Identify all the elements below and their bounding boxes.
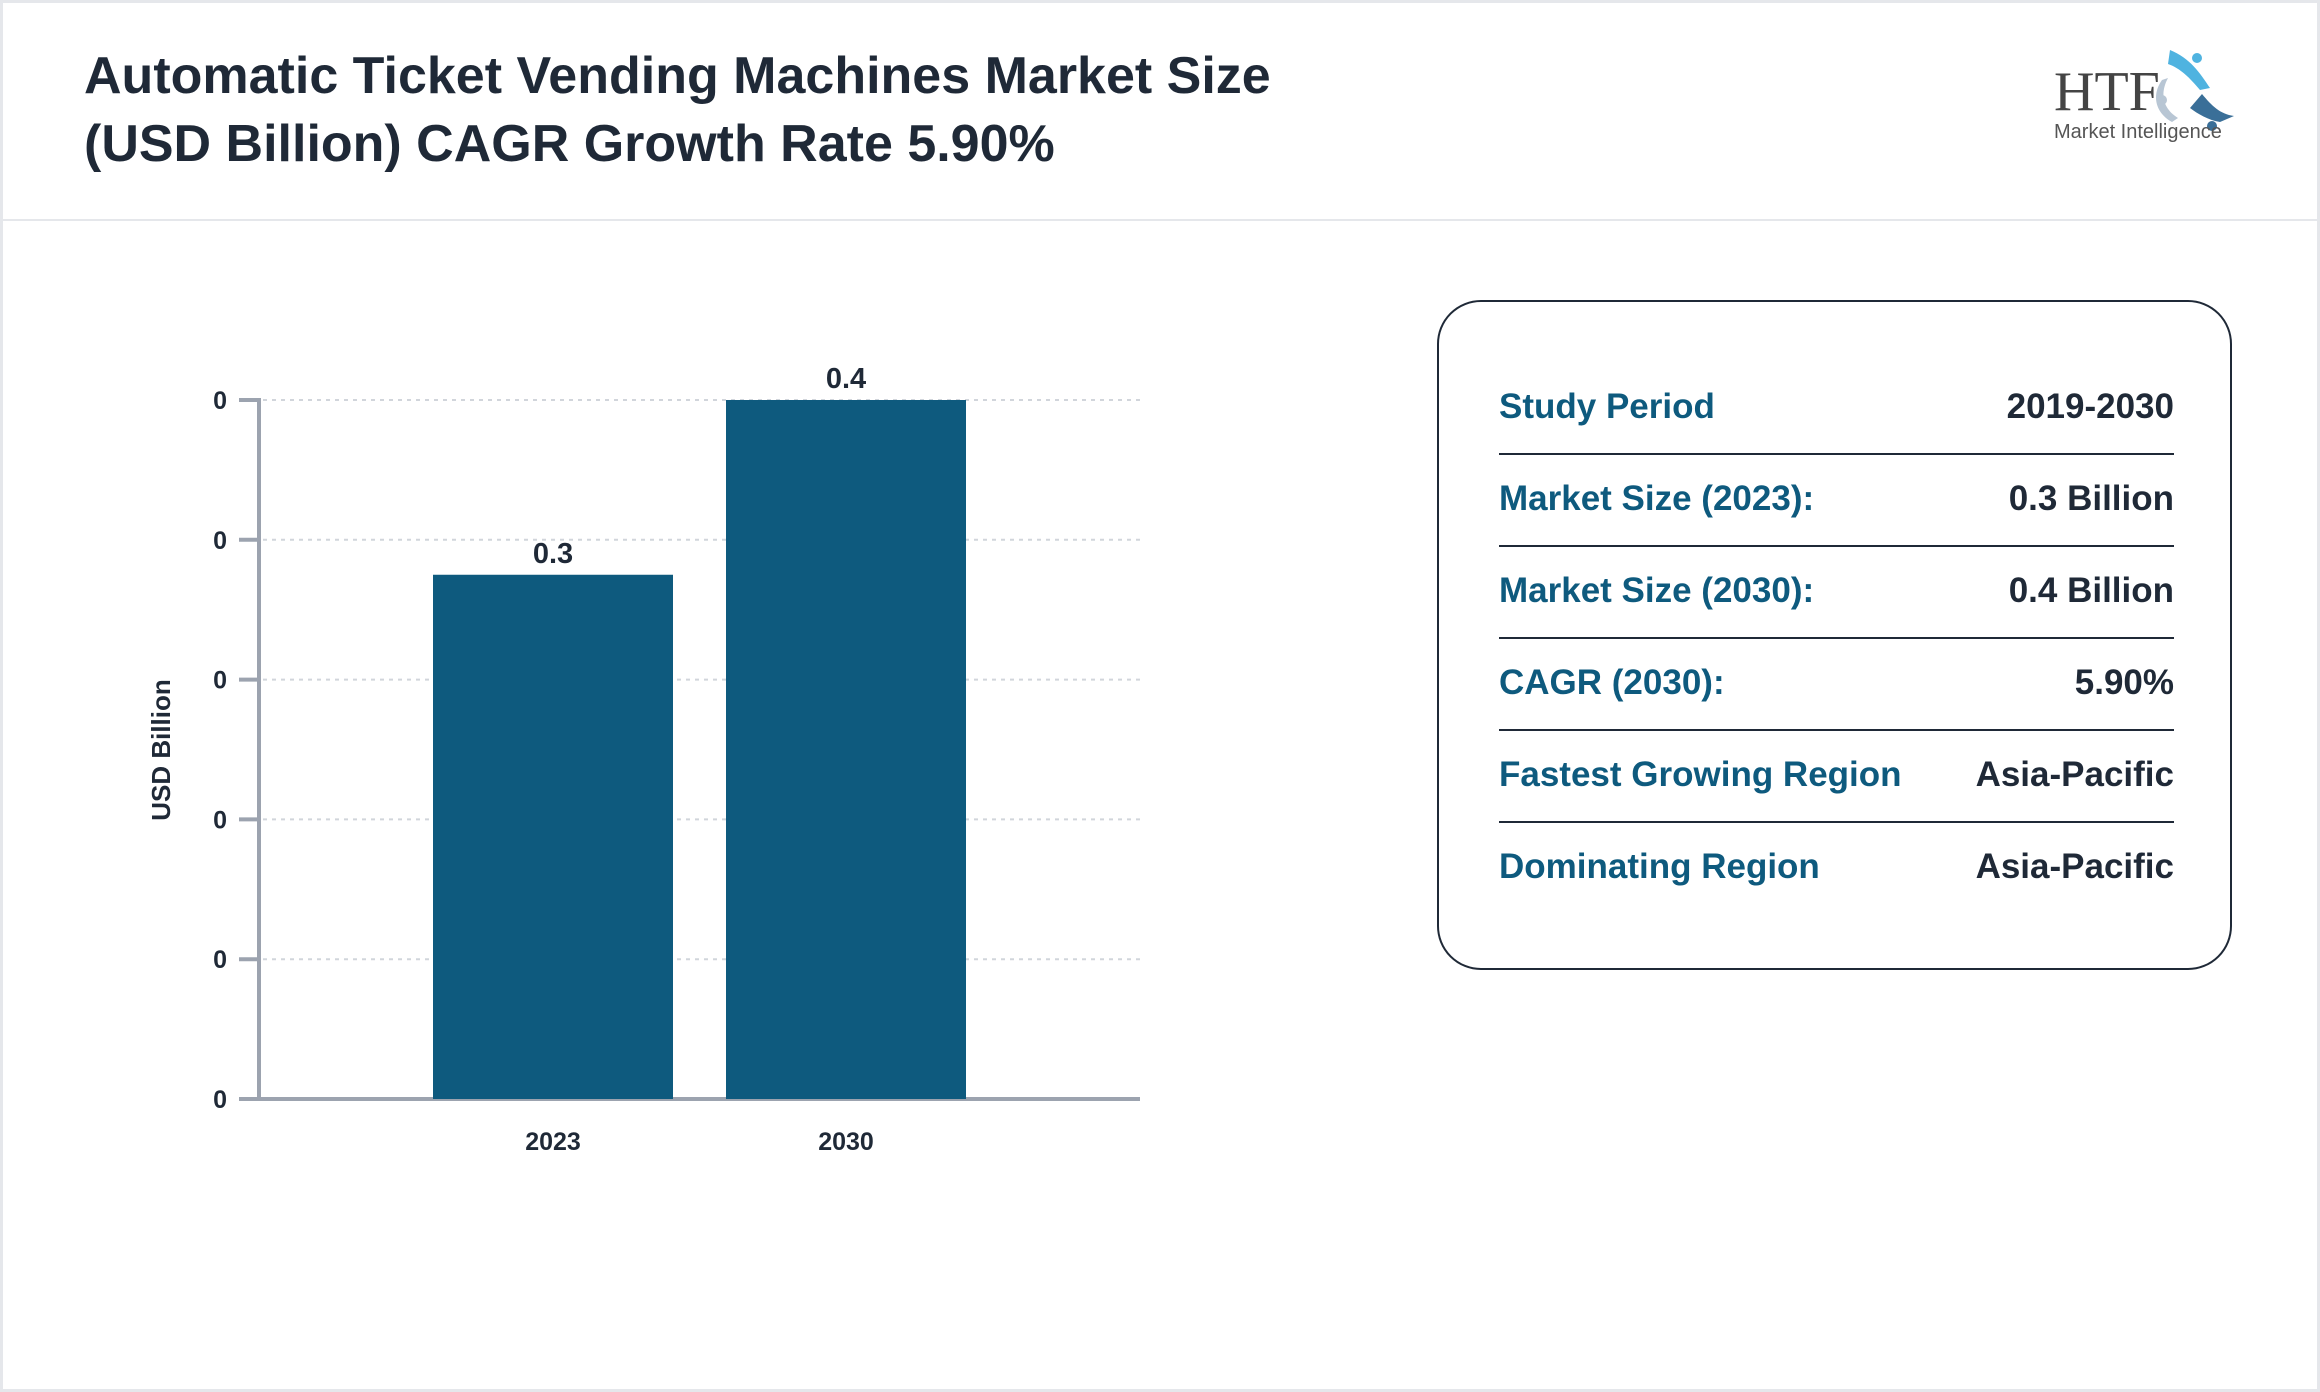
- y-axis-label: USD Billion: [146, 679, 176, 821]
- info-value: 0.3 Billion: [2008, 479, 2174, 518]
- info-value: 2019-2030: [2006, 387, 2174, 426]
- info-label: Dominating Region: [1499, 847, 1820, 886]
- info-label: Market Size (2023):: [1499, 479, 1815, 518]
- y-tick-label: 0: [213, 387, 227, 415]
- logo-figure-icon: [2156, 78, 2178, 122]
- data-label: 0.3: [533, 538, 573, 570]
- info-value: Asia-Pacific: [1975, 755, 2174, 794]
- x-tick-label: 2030: [818, 1128, 874, 1156]
- page-title: Automatic Ticket Vending Machines Market…: [84, 42, 1271, 178]
- info-row: Fastest Growing Region Asia-Pacific: [1499, 729, 2174, 823]
- x-tick-label: 2023: [525, 1128, 581, 1156]
- info-value: 0.4 Billion: [2008, 571, 2174, 610]
- header: Automatic Ticket Vending Machines Market…: [0, 0, 2320, 221]
- info-card: Study Period 2019-2030 Market Size (2023):…: [1437, 300, 2232, 970]
- y-tick-label: 0: [213, 946, 227, 974]
- y-tick-label: 0: [213, 527, 227, 555]
- info-value: 5.90%: [2074, 663, 2174, 702]
- title-line-2: (USD Billion) CAGR Growth Rate 5.90%: [84, 115, 1055, 173]
- info-label: Study Period: [1499, 387, 1715, 426]
- bar-2030: [726, 400, 966, 1099]
- y-tick-label: 0: [213, 667, 227, 695]
- info-row: Study Period 2019-2030: [1499, 361, 2174, 455]
- info-label: CAGR (2030):: [1499, 663, 1725, 702]
- logo-figure-icon: [2190, 94, 2234, 122]
- info-label: Fastest Growing Region: [1499, 755, 1902, 794]
- info-row: Market Size (2023): 0.3 Billion: [1499, 453, 2174, 547]
- info-value: Asia-Pacific: [1975, 847, 2174, 886]
- logo-text: HTF: [2054, 61, 2160, 123]
- logo-figure-icon: [2168, 50, 2210, 90]
- info-label: Market Size (2030):: [1499, 571, 1815, 610]
- y-tick-label: 0: [213, 1086, 227, 1114]
- info-row: Market Size (2030): 0.4 Billion: [1499, 545, 2174, 639]
- info-row: Dominating Region Asia-Pacific: [1499, 821, 2174, 913]
- htf-logo: HTF Market Intelligence: [2054, 50, 2234, 143]
- y-tick-label: 0: [213, 806, 227, 834]
- title-line-1: Automatic Ticket Vending Machines Market…: [84, 47, 1271, 105]
- logo-subtext: Market Intelligence: [2054, 121, 2222, 143]
- bar-2023: [433, 574, 673, 1099]
- data-label: 0.4: [826, 363, 866, 395]
- info-row: CAGR (2030): 5.90%: [1499, 637, 2174, 731]
- bar-chart: 0 0 0 0 0 0 0.3 2023 0.4 2030 USD Billion: [146, 363, 1140, 1156]
